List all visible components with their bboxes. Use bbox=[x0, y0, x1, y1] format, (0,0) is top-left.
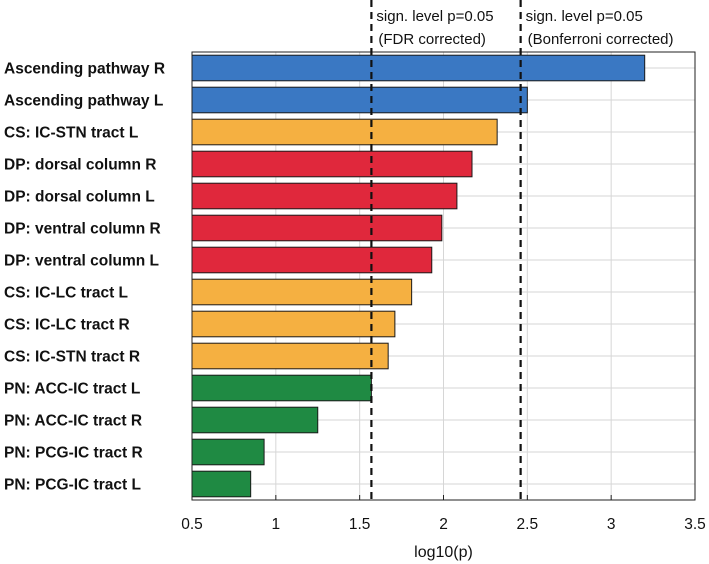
x-axis-title: log10(p) bbox=[414, 544, 473, 561]
category-label: PN: PCG-IC tract R bbox=[4, 445, 143, 462]
significance-label-line2: (FDR corrected) bbox=[378, 31, 486, 48]
category-label: CS: IC-LC tract L bbox=[4, 285, 128, 302]
bar bbox=[191, 182, 458, 210]
bar bbox=[191, 54, 646, 82]
category-label: DP: ventral column L bbox=[4, 253, 159, 270]
x-tick-label: 1.5 bbox=[349, 516, 371, 533]
category-labels: Ascending pathway R Ascending pathway L CS… bbox=[4, 61, 165, 494]
bar bbox=[191, 438, 265, 466]
category-label: DP: ventral column R bbox=[4, 221, 161, 238]
x-tick-label: 3 bbox=[607, 516, 616, 533]
bar bbox=[191, 310, 396, 338]
x-tick-label: 2 bbox=[439, 516, 448, 533]
category-label: Ascending pathway L bbox=[4, 93, 163, 110]
category-label: PN: PCG-IC tract L bbox=[4, 477, 141, 494]
category-label: CS: IC-STN tract R bbox=[4, 349, 140, 366]
bar bbox=[191, 470, 252, 498]
bar bbox=[191, 118, 498, 146]
x-tick-label: 3.5 bbox=[684, 516, 706, 533]
bar bbox=[191, 278, 413, 306]
bars bbox=[191, 54, 646, 498]
reference-lines: sign. level p=0.05 (FDR corrected) sign. l… bbox=[370, 0, 674, 500]
x-tick-label: 0.5 bbox=[181, 516, 203, 533]
bar bbox=[191, 86, 528, 114]
category-label: CS: IC-LC tract R bbox=[4, 317, 130, 334]
category-label: DP: dorsal column L bbox=[4, 189, 155, 206]
significance-label-line1: sign. level p=0.05 bbox=[526, 8, 643, 25]
x-axis-ticks: 0.5 1 1.5 2 2.5 3 3.5 bbox=[181, 495, 706, 533]
category-label: Ascending pathway R bbox=[4, 61, 165, 78]
significance-label-line1: sign. level p=0.05 bbox=[376, 8, 493, 25]
bar bbox=[191, 406, 319, 434]
bar bbox=[191, 214, 443, 242]
x-tick-label: 1 bbox=[272, 516, 281, 533]
bar bbox=[191, 246, 433, 274]
x-tick-label: 2.5 bbox=[517, 516, 539, 533]
bar bbox=[191, 374, 372, 402]
category-label: CS: IC-STN tract L bbox=[4, 125, 138, 142]
bar bbox=[191, 342, 389, 370]
significance-label-line2: (Bonferroni corrected) bbox=[528, 31, 674, 48]
category-label: PN: ACC-IC tract R bbox=[4, 413, 142, 430]
category-label: PN: ACC-IC tract L bbox=[4, 381, 140, 398]
category-label: DP: dorsal column R bbox=[4, 157, 156, 174]
bar bbox=[191, 150, 473, 178]
